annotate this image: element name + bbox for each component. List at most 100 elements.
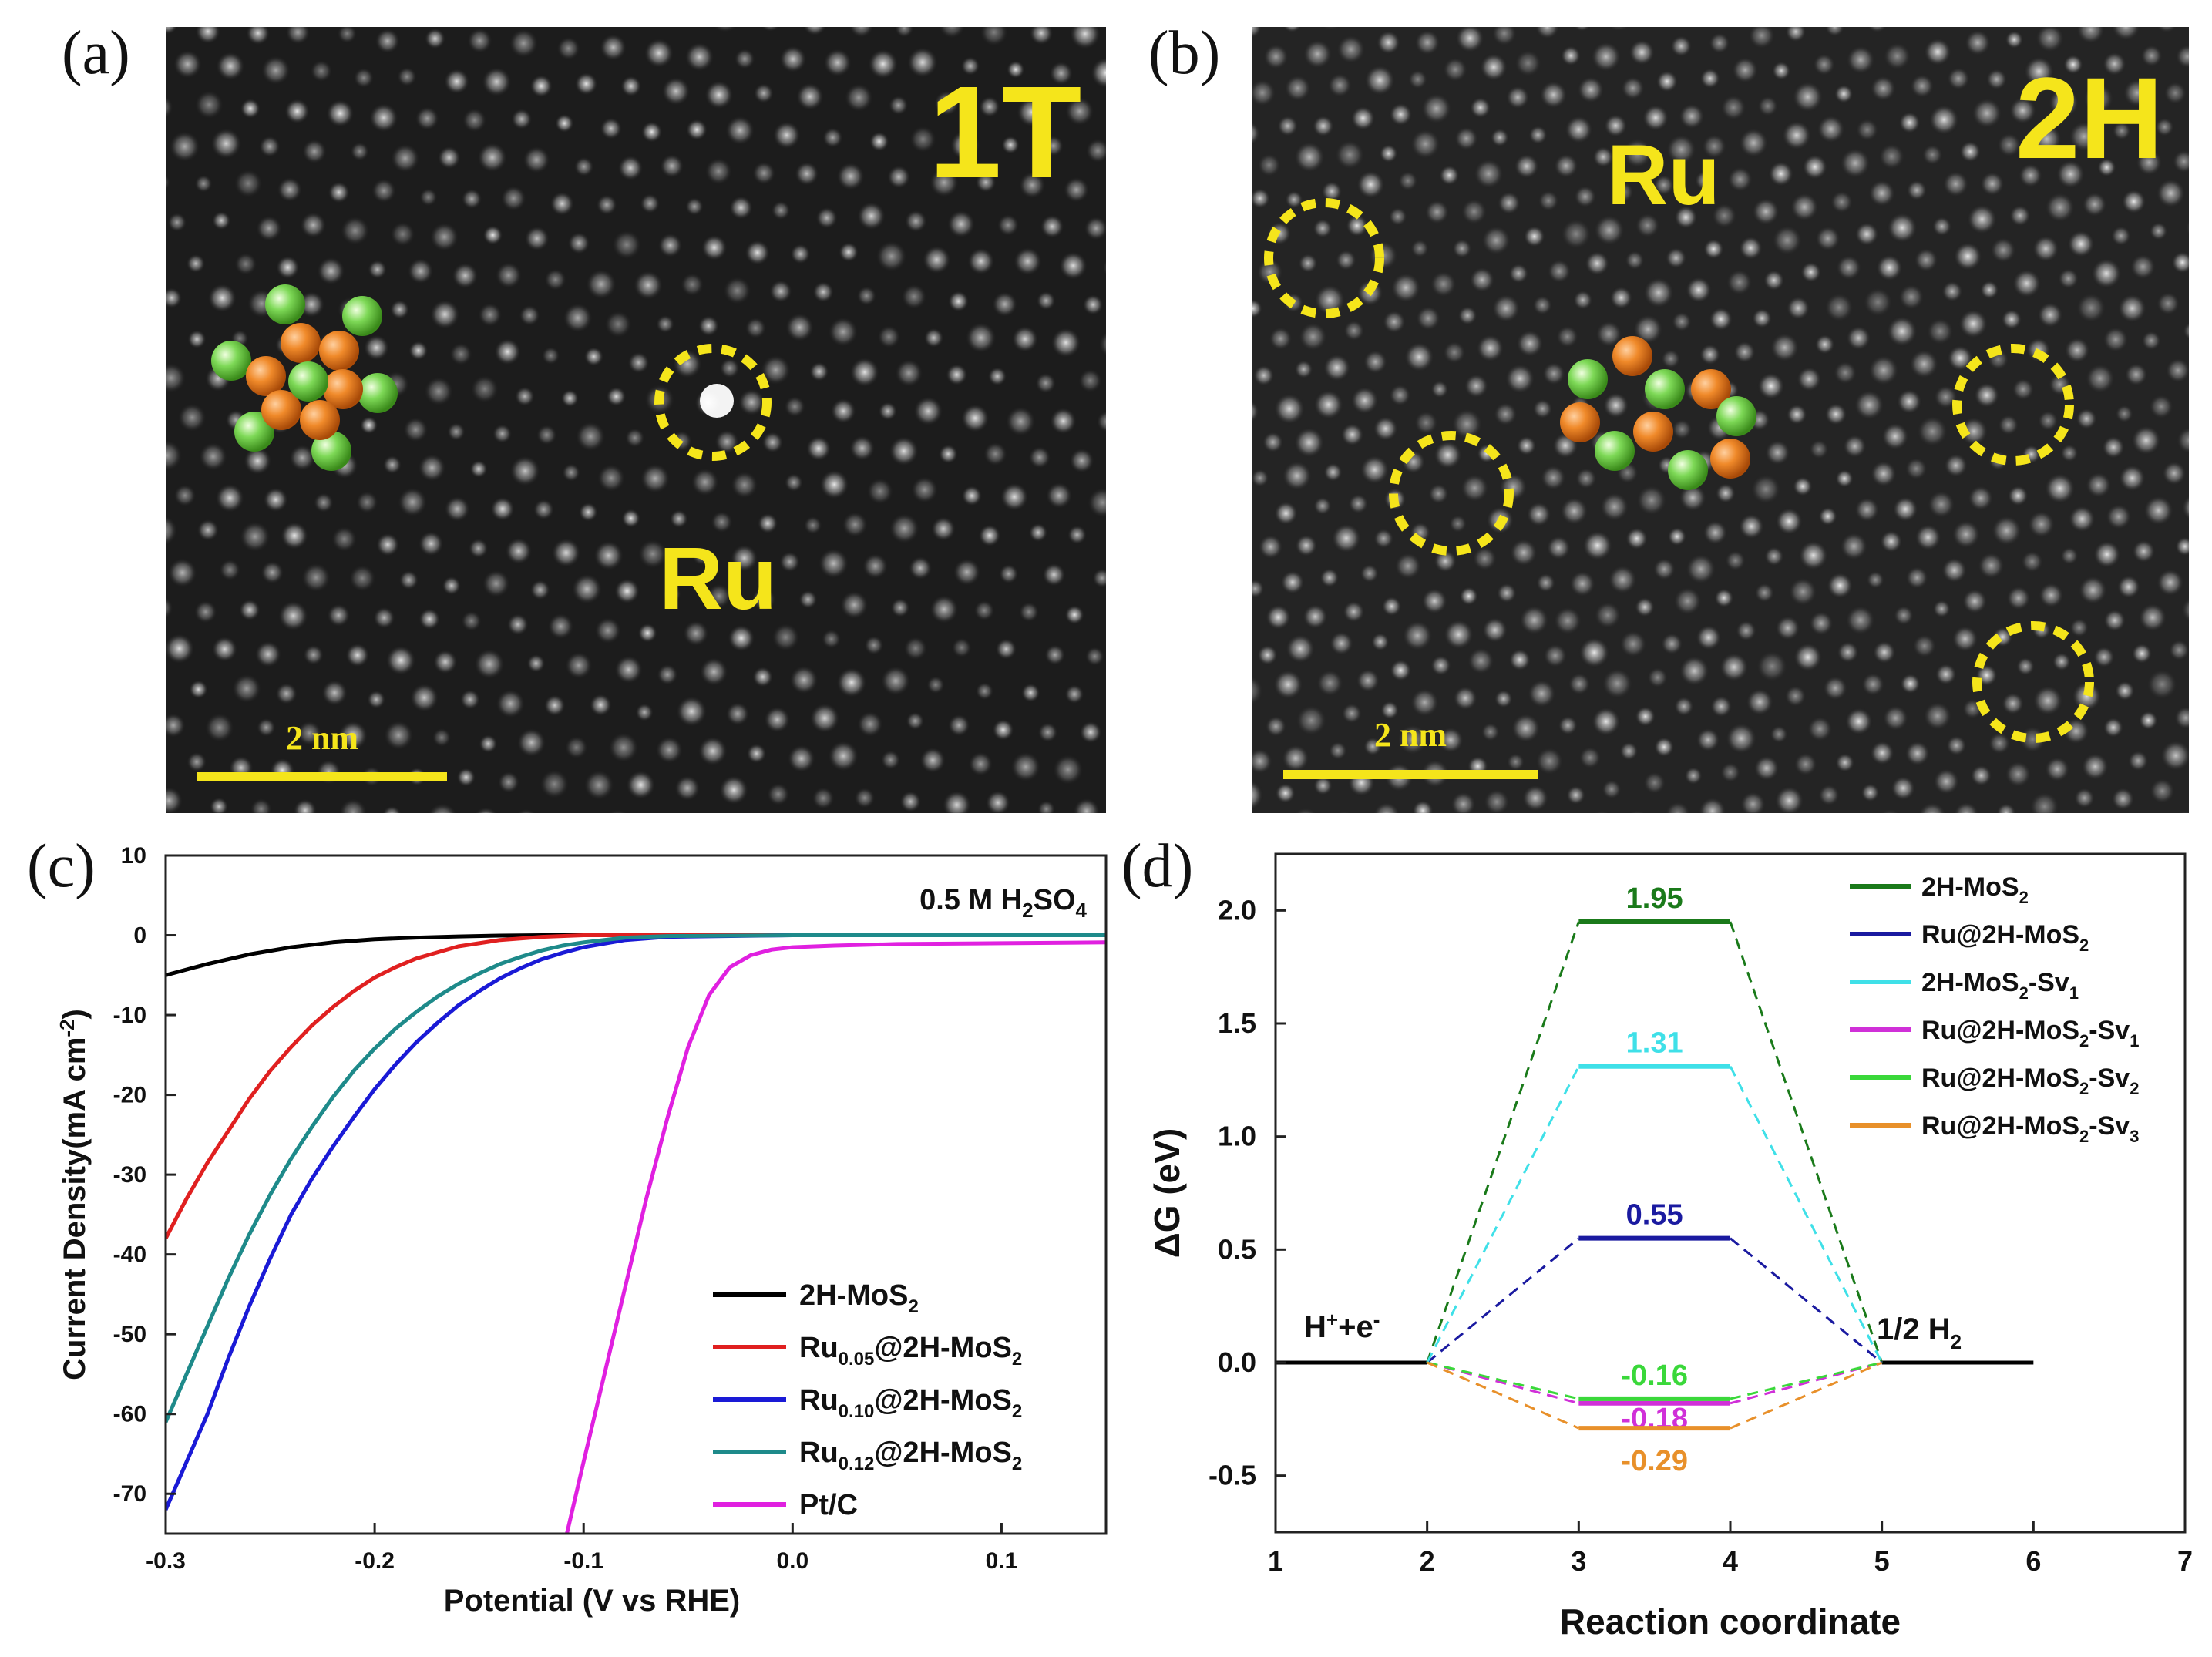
lattice-spot (706, 583, 732, 610)
lattice-spot (277, 600, 309, 632)
lattice-spot (1962, 588, 1988, 615)
lattice-spot (919, 746, 946, 775)
lattice-spot (2146, 668, 2178, 701)
lsv-plot-frame (164, 854, 1108, 1535)
lattice-spot (1824, 292, 1854, 323)
lattice-spot (1801, 153, 1828, 180)
lsv-y-tick-label: -20 (113, 1083, 146, 1108)
lattice-spot (1599, 492, 1630, 523)
lattice-spot (1068, 27, 1101, 50)
lattice-spot (2149, 221, 2169, 241)
free-energy-y-tick-label: 2.0 (1218, 894, 1256, 926)
lattice-spot (1735, 620, 1757, 642)
lattice-spot (1725, 722, 1758, 755)
lattice-spot (429, 221, 460, 252)
lattice-spot (2077, 575, 2108, 606)
lattice-spot (808, 361, 830, 382)
lattice-spot (1010, 324, 1039, 353)
lattice-spot (1591, 706, 1622, 737)
lattice-spot (2138, 710, 2159, 731)
lattice-spot (383, 719, 415, 751)
lattice-spot (1294, 533, 1318, 557)
lattice-spot (2032, 234, 2060, 263)
s-atom (1716, 396, 1756, 436)
lattice-spot (771, 623, 801, 652)
lattice-spot (1414, 410, 1439, 435)
lattice-spot (198, 442, 228, 472)
free-energy-legend-label: Ru@2H-MoS2-Sv1 (1921, 1016, 2139, 1050)
lattice-spot (549, 190, 575, 217)
lattice-spot (1671, 418, 1693, 440)
lattice-spot (713, 27, 738, 33)
free-energy-x-tick-label: 6 (2025, 1545, 2041, 1577)
lattice-spot (1642, 103, 1670, 132)
lattice-spot (1490, 127, 1510, 148)
lattice-spot (1565, 785, 1586, 805)
lattice-spot (166, 633, 195, 664)
lattice-spot (835, 161, 866, 191)
lattice-spot (1424, 199, 1450, 225)
lsv-y-tick-label: 0 (133, 923, 146, 949)
lattice-spot (355, 490, 379, 514)
lattice-spot (1259, 818, 1279, 839)
lattice-spot (1694, 170, 1715, 191)
lattice-spot (2029, 791, 2060, 813)
lattice-spot (2027, 509, 2056, 539)
lattice-spot (1773, 785, 1805, 813)
lattice-spot (2023, 55, 2055, 87)
lattice-spot (1797, 539, 1829, 571)
lattice-spot (1582, 529, 1613, 562)
panel-b-label: (b) (1148, 19, 1220, 87)
lattice-spot (951, 637, 973, 659)
mo-atom (246, 356, 286, 396)
lattice-spot (1451, 408, 1484, 440)
lattice-spot (482, 224, 503, 246)
lattice-spot (368, 103, 399, 133)
lattice-spot (2007, 485, 2029, 507)
lattice-spot (2044, 756, 2071, 782)
lattice-spot (1756, 371, 1786, 401)
lattice-spot (382, 805, 402, 813)
lattice-spot (1293, 140, 1326, 173)
lattice-spot (1774, 507, 1804, 536)
lattice-spot (564, 735, 589, 760)
lattice-spot (1281, 460, 1313, 492)
lattice-spot (1252, 79, 1276, 107)
lattice-spot (751, 666, 774, 688)
lattice-spot (1836, 640, 1860, 664)
lattice-spot (1276, 115, 1299, 137)
lattice-spot (482, 569, 511, 598)
lattice-spot (1393, 552, 1422, 580)
lattice-spot (1433, 440, 1463, 470)
lattice-spot (2063, 336, 2091, 364)
lsv-x-tick-label: -0.1 (563, 1548, 603, 1574)
lattice-spot (443, 68, 470, 95)
lattice-spot (1646, 667, 1669, 688)
lattice-spot (1841, 815, 1864, 839)
lattice-spot (366, 690, 386, 710)
mos2-2h-atomic-model (1560, 336, 1756, 490)
lattice-spot (193, 600, 218, 624)
lattice-spot (173, 49, 203, 79)
lattice-spot (583, 769, 615, 801)
lattice-spot (1460, 473, 1490, 503)
mo-atom (323, 369, 363, 409)
lattice-spot (1430, 654, 1452, 677)
lattice-spot (597, 463, 626, 493)
lattice-spot (1711, 202, 1738, 229)
lattice-spot (995, 637, 1017, 660)
lattice-spot (325, 99, 355, 128)
s-atom (358, 373, 398, 413)
lattice-spot (1932, 599, 1951, 619)
lattice-spot (894, 27, 914, 39)
s-atom (234, 412, 274, 452)
lattice-spot (166, 557, 198, 588)
lattice-spot (523, 225, 550, 252)
lattice-spot (284, 98, 311, 125)
lattice-spot (1790, 192, 1820, 222)
lattice-spot (415, 106, 440, 131)
lattice-spot (1496, 582, 1518, 604)
lattice-spot (812, 281, 835, 304)
lattice-spot (1572, 289, 1593, 311)
lattice-spot (166, 95, 174, 119)
